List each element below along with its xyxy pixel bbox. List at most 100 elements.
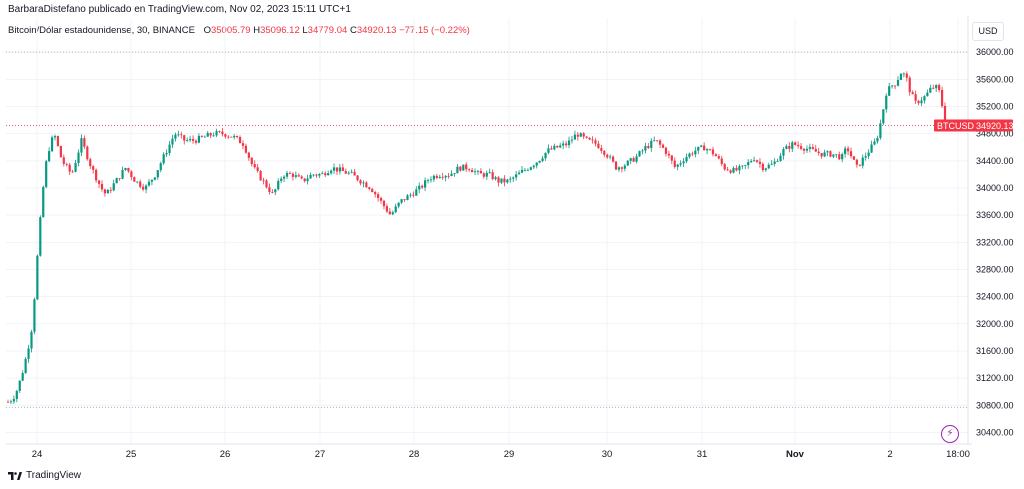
candle-body bbox=[359, 180, 362, 184]
candle-body bbox=[374, 192, 377, 195]
candle-body bbox=[573, 134, 576, 140]
candle-body bbox=[885, 95, 888, 110]
candle-body bbox=[400, 199, 403, 203]
candle-body bbox=[714, 154, 717, 157]
candle-body bbox=[855, 159, 858, 165]
last-price-symbol: BTCUSD bbox=[937, 121, 975, 131]
time-tick-label: 31 bbox=[697, 449, 708, 460]
candle-body bbox=[423, 180, 427, 188]
candle-body bbox=[858, 164, 861, 166]
candle-body bbox=[500, 178, 503, 183]
candle-body bbox=[717, 156, 720, 159]
lightning-icon[interactable]: ⚡ bbox=[941, 425, 959, 443]
candle-body bbox=[835, 154, 838, 156]
candle-body bbox=[541, 158, 544, 161]
candle-body bbox=[515, 174, 518, 178]
open-label: O bbox=[203, 25, 211, 36]
candle-body bbox=[838, 154, 841, 160]
candle-body bbox=[162, 154, 165, 164]
candle-body bbox=[74, 162, 77, 172]
candle-body bbox=[144, 185, 148, 190]
candle-body bbox=[846, 148, 850, 152]
price-tick-label: 32000.00 bbox=[976, 319, 1014, 329]
candle-body bbox=[271, 192, 274, 193]
candle-body bbox=[6, 401, 10, 403]
candle-body bbox=[606, 154, 609, 158]
candle-body bbox=[412, 194, 415, 196]
candle-body bbox=[497, 177, 500, 183]
candle-body bbox=[265, 180, 268, 188]
candle-body bbox=[18, 380, 21, 391]
candle-body bbox=[755, 160, 759, 162]
candle-body bbox=[27, 348, 30, 359]
candle-body bbox=[644, 146, 647, 151]
candle-body bbox=[797, 144, 800, 147]
price-tick-label: 31200.00 bbox=[976, 373, 1014, 383]
candle-body bbox=[230, 136, 233, 138]
candle-body bbox=[156, 170, 159, 178]
candle-body bbox=[550, 148, 553, 150]
candle-body bbox=[456, 166, 459, 174]
candle-body bbox=[112, 183, 115, 191]
candle-body bbox=[71, 171, 74, 173]
currency-button[interactable]: USD bbox=[972, 22, 1004, 41]
candle-body bbox=[285, 172, 289, 177]
candle-body bbox=[538, 160, 541, 163]
candle-body bbox=[805, 148, 809, 151]
candle-body bbox=[826, 151, 829, 153]
candle-body bbox=[926, 92, 929, 97]
candle-body bbox=[893, 85, 897, 87]
candle-body bbox=[726, 169, 729, 171]
candle-body bbox=[673, 160, 676, 167]
candle-body bbox=[564, 143, 568, 146]
candle-body bbox=[421, 185, 424, 188]
candle-body bbox=[39, 217, 42, 256]
candle-body bbox=[139, 181, 142, 187]
candle-body bbox=[870, 144, 873, 153]
candle-body bbox=[315, 174, 318, 176]
candle-body bbox=[124, 168, 127, 171]
candle-body bbox=[841, 154, 844, 160]
candle-body bbox=[582, 133, 585, 137]
time-tick-label: 18:00 bbox=[946, 449, 970, 460]
candle-body bbox=[767, 164, 770, 169]
candle-body bbox=[509, 178, 512, 180]
candle-body bbox=[708, 149, 712, 150]
candle-body bbox=[103, 189, 107, 194]
candle-body bbox=[462, 164, 465, 171]
price-tick-label: 35600.00 bbox=[976, 74, 1014, 84]
candle-body bbox=[711, 149, 715, 155]
candle-body bbox=[344, 171, 347, 174]
price-tick-label: 34000.00 bbox=[976, 183, 1014, 193]
candle-body bbox=[817, 151, 820, 154]
candle-body bbox=[438, 176, 441, 178]
candle-body bbox=[820, 153, 823, 157]
publisher-line: BarbaraDistefano publicado en TradingVie… bbox=[8, 4, 351, 15]
candle-body bbox=[723, 163, 726, 170]
candle-body bbox=[350, 171, 353, 173]
candle-body bbox=[418, 185, 421, 190]
candle-body bbox=[256, 167, 259, 171]
candle-body bbox=[488, 172, 491, 174]
candle-body bbox=[377, 194, 380, 199]
candle-body bbox=[95, 169, 98, 181]
change-value: −77.15 (−0.22%) bbox=[399, 25, 470, 36]
candle-body bbox=[943, 106, 947, 126]
candle-body bbox=[86, 146, 89, 160]
candle-body bbox=[133, 177, 136, 182]
candle-body bbox=[89, 159, 92, 167]
candle-body bbox=[747, 162, 750, 166]
candle-body bbox=[300, 176, 303, 179]
candle-body bbox=[371, 188, 374, 193]
candle-body bbox=[338, 167, 342, 172]
candle-body bbox=[556, 145, 559, 148]
candle-body bbox=[435, 175, 438, 178]
candle-body bbox=[397, 202, 400, 207]
candle-body bbox=[905, 73, 908, 78]
candle-body bbox=[653, 140, 656, 142]
candle-body bbox=[635, 156, 638, 162]
candle-body bbox=[227, 136, 230, 138]
candle-body bbox=[341, 167, 344, 172]
candle-body bbox=[611, 156, 615, 162]
